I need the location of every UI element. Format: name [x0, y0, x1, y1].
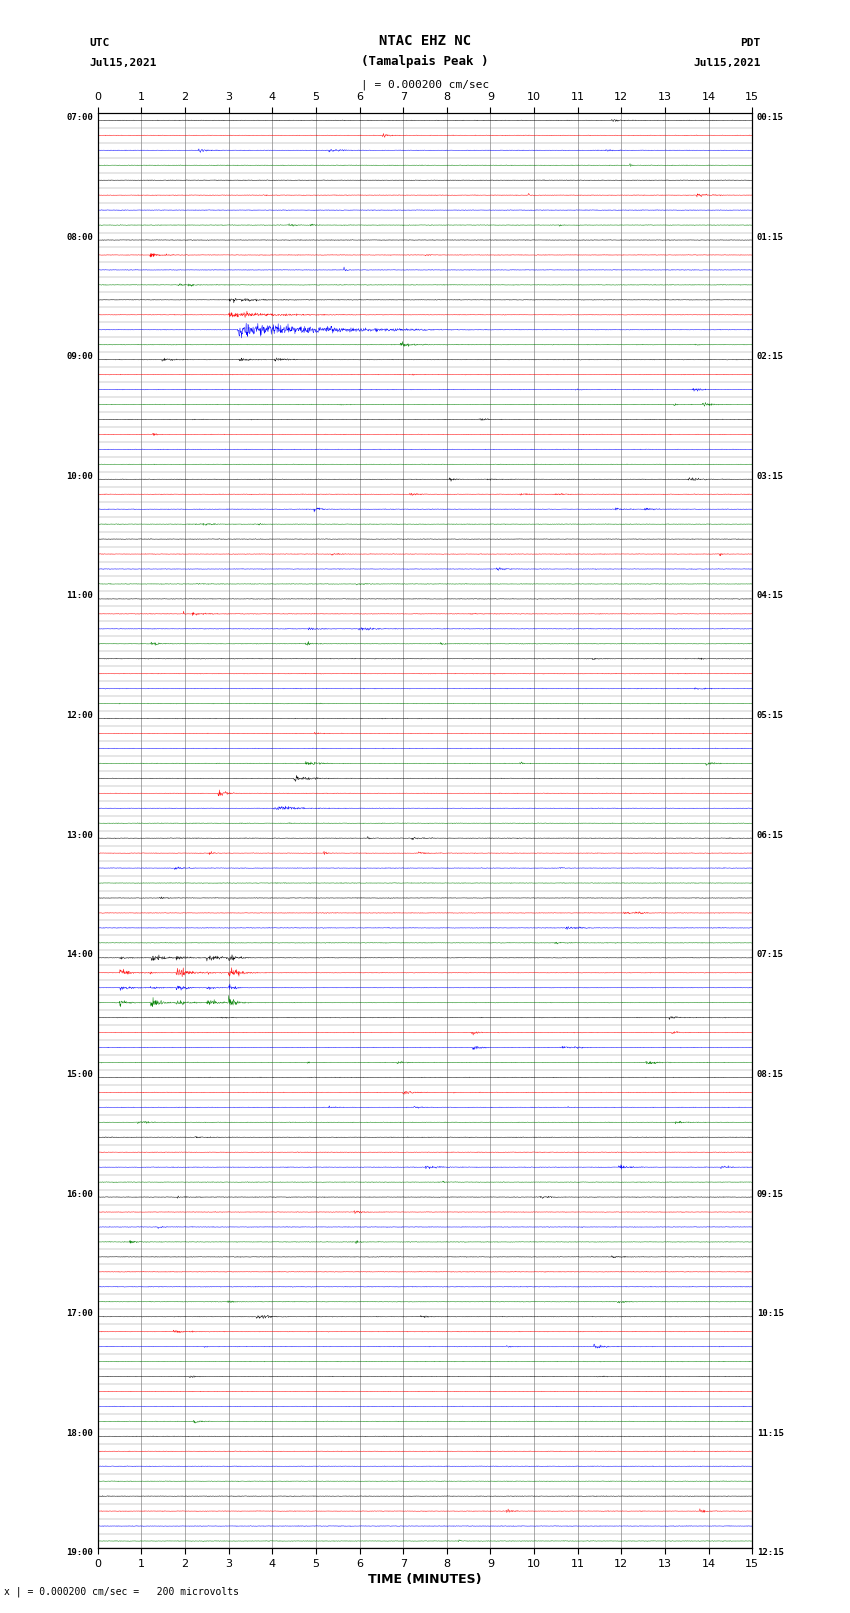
- Text: 11:15: 11:15: [756, 1429, 784, 1437]
- Text: 08:00: 08:00: [66, 232, 94, 242]
- Text: x | = 0.000200 cm/sec =   200 microvolts: x | = 0.000200 cm/sec = 200 microvolts: [4, 1586, 239, 1597]
- Text: 05:15: 05:15: [756, 711, 784, 719]
- Text: UTC: UTC: [89, 39, 110, 48]
- Text: 01:15: 01:15: [756, 232, 784, 242]
- X-axis label: TIME (MINUTES): TIME (MINUTES): [368, 1573, 482, 1586]
- Text: 15:00: 15:00: [66, 1069, 94, 1079]
- Text: PDT: PDT: [740, 39, 761, 48]
- Text: Jul15,2021: Jul15,2021: [694, 58, 761, 68]
- Text: 14:00: 14:00: [66, 950, 94, 960]
- Text: 02:15: 02:15: [756, 352, 784, 361]
- Text: NTAC EHZ NC: NTAC EHZ NC: [379, 34, 471, 48]
- Text: | = 0.000200 cm/sec: | = 0.000200 cm/sec: [361, 79, 489, 90]
- Text: 12:15: 12:15: [756, 1548, 784, 1558]
- Text: 17:00: 17:00: [66, 1310, 94, 1318]
- Text: 00:15: 00:15: [756, 113, 784, 123]
- Text: 08:15: 08:15: [756, 1069, 784, 1079]
- Text: 06:15: 06:15: [756, 831, 784, 840]
- Text: 11:00: 11:00: [66, 592, 94, 600]
- Text: Jul15,2021: Jul15,2021: [89, 58, 156, 68]
- Text: 10:15: 10:15: [756, 1310, 784, 1318]
- Text: 09:15: 09:15: [756, 1190, 784, 1198]
- Text: 12:00: 12:00: [66, 711, 94, 719]
- Text: 18:00: 18:00: [66, 1429, 94, 1437]
- Text: 16:00: 16:00: [66, 1190, 94, 1198]
- Text: (Tamalpais Peak ): (Tamalpais Peak ): [361, 55, 489, 68]
- Text: 07:00: 07:00: [66, 113, 94, 123]
- Text: 10:00: 10:00: [66, 471, 94, 481]
- Text: 07:15: 07:15: [756, 950, 784, 960]
- Text: 09:00: 09:00: [66, 352, 94, 361]
- Text: 19:00: 19:00: [66, 1548, 94, 1558]
- Text: 04:15: 04:15: [756, 592, 784, 600]
- Text: 13:00: 13:00: [66, 831, 94, 840]
- Text: 03:15: 03:15: [756, 471, 784, 481]
